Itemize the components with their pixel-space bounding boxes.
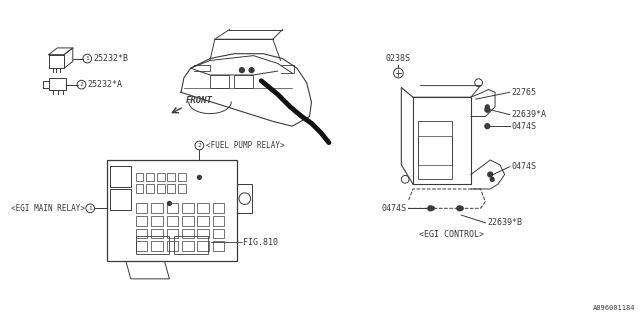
Circle shape [168,202,172,205]
Text: 0474S: 0474S [381,204,406,213]
Bar [136,184,143,193]
Bar [136,204,147,213]
Bar [136,228,147,238]
Circle shape [485,107,490,112]
Text: 22639*A: 22639*A [511,110,547,119]
Text: 0474S: 0474S [511,122,536,131]
Text: 2: 2 [198,143,201,148]
Text: 1: 1 [88,206,92,211]
Circle shape [430,206,434,210]
Circle shape [485,124,490,129]
Circle shape [490,177,494,181]
Bar [157,184,164,193]
Bar [182,228,193,238]
Bar [166,204,178,213]
Text: <EGI MAIN RELAY>: <EGI MAIN RELAY> [12,204,85,213]
Circle shape [428,206,433,211]
Bar [213,241,225,251]
Bar [136,172,143,181]
Circle shape [460,206,463,210]
Bar [178,184,186,193]
Bar [418,136,452,165]
Bar [151,228,163,238]
Bar [174,236,208,254]
Text: 22765: 22765 [511,88,536,97]
Text: 1: 1 [85,56,89,61]
Text: FRONT: FRONT [186,96,212,105]
Bar [198,216,209,226]
Bar [146,184,154,193]
Circle shape [485,105,489,109]
Text: FIG.810: FIG.810 [243,238,278,247]
Bar [157,172,164,181]
Circle shape [488,172,493,177]
Bar [136,241,147,251]
Bar [198,228,209,238]
Bar [136,216,147,226]
Bar [109,166,131,187]
Bar [213,204,225,213]
Bar [182,241,193,251]
Bar [178,172,186,181]
Bar [213,228,225,238]
Text: 2: 2 [79,82,83,87]
Bar [151,241,163,251]
Bar [166,241,178,251]
Text: 0474S: 0474S [511,162,536,171]
Bar [198,204,209,213]
Text: 0238S: 0238S [386,54,411,63]
Bar [182,204,193,213]
Bar [198,241,209,251]
Bar [151,216,163,226]
Bar [213,216,225,226]
Bar [166,216,178,226]
Bar [151,204,163,213]
Text: A096001184: A096001184 [593,305,635,311]
Circle shape [239,68,244,73]
Circle shape [249,68,254,73]
Bar [107,160,237,261]
Bar [234,75,253,88]
Bar [109,189,131,210]
Bar [168,172,175,181]
Text: 22639*B: 22639*B [487,218,522,227]
Circle shape [198,175,202,179]
Text: 25232*A: 25232*A [87,80,122,89]
Bar [136,236,170,254]
Bar [237,184,252,213]
Bar [418,121,452,179]
Text: 25232*B: 25232*B [93,54,128,63]
Bar [210,75,229,88]
Circle shape [457,206,461,211]
Bar [146,172,154,181]
Bar [166,228,178,238]
Bar [168,184,175,193]
Text: <EGI CONTROL>: <EGI CONTROL> [419,230,484,239]
Bar [413,97,471,184]
Text: <FUEL PUMP RELAY>: <FUEL PUMP RELAY> [206,141,285,150]
Bar [182,216,193,226]
